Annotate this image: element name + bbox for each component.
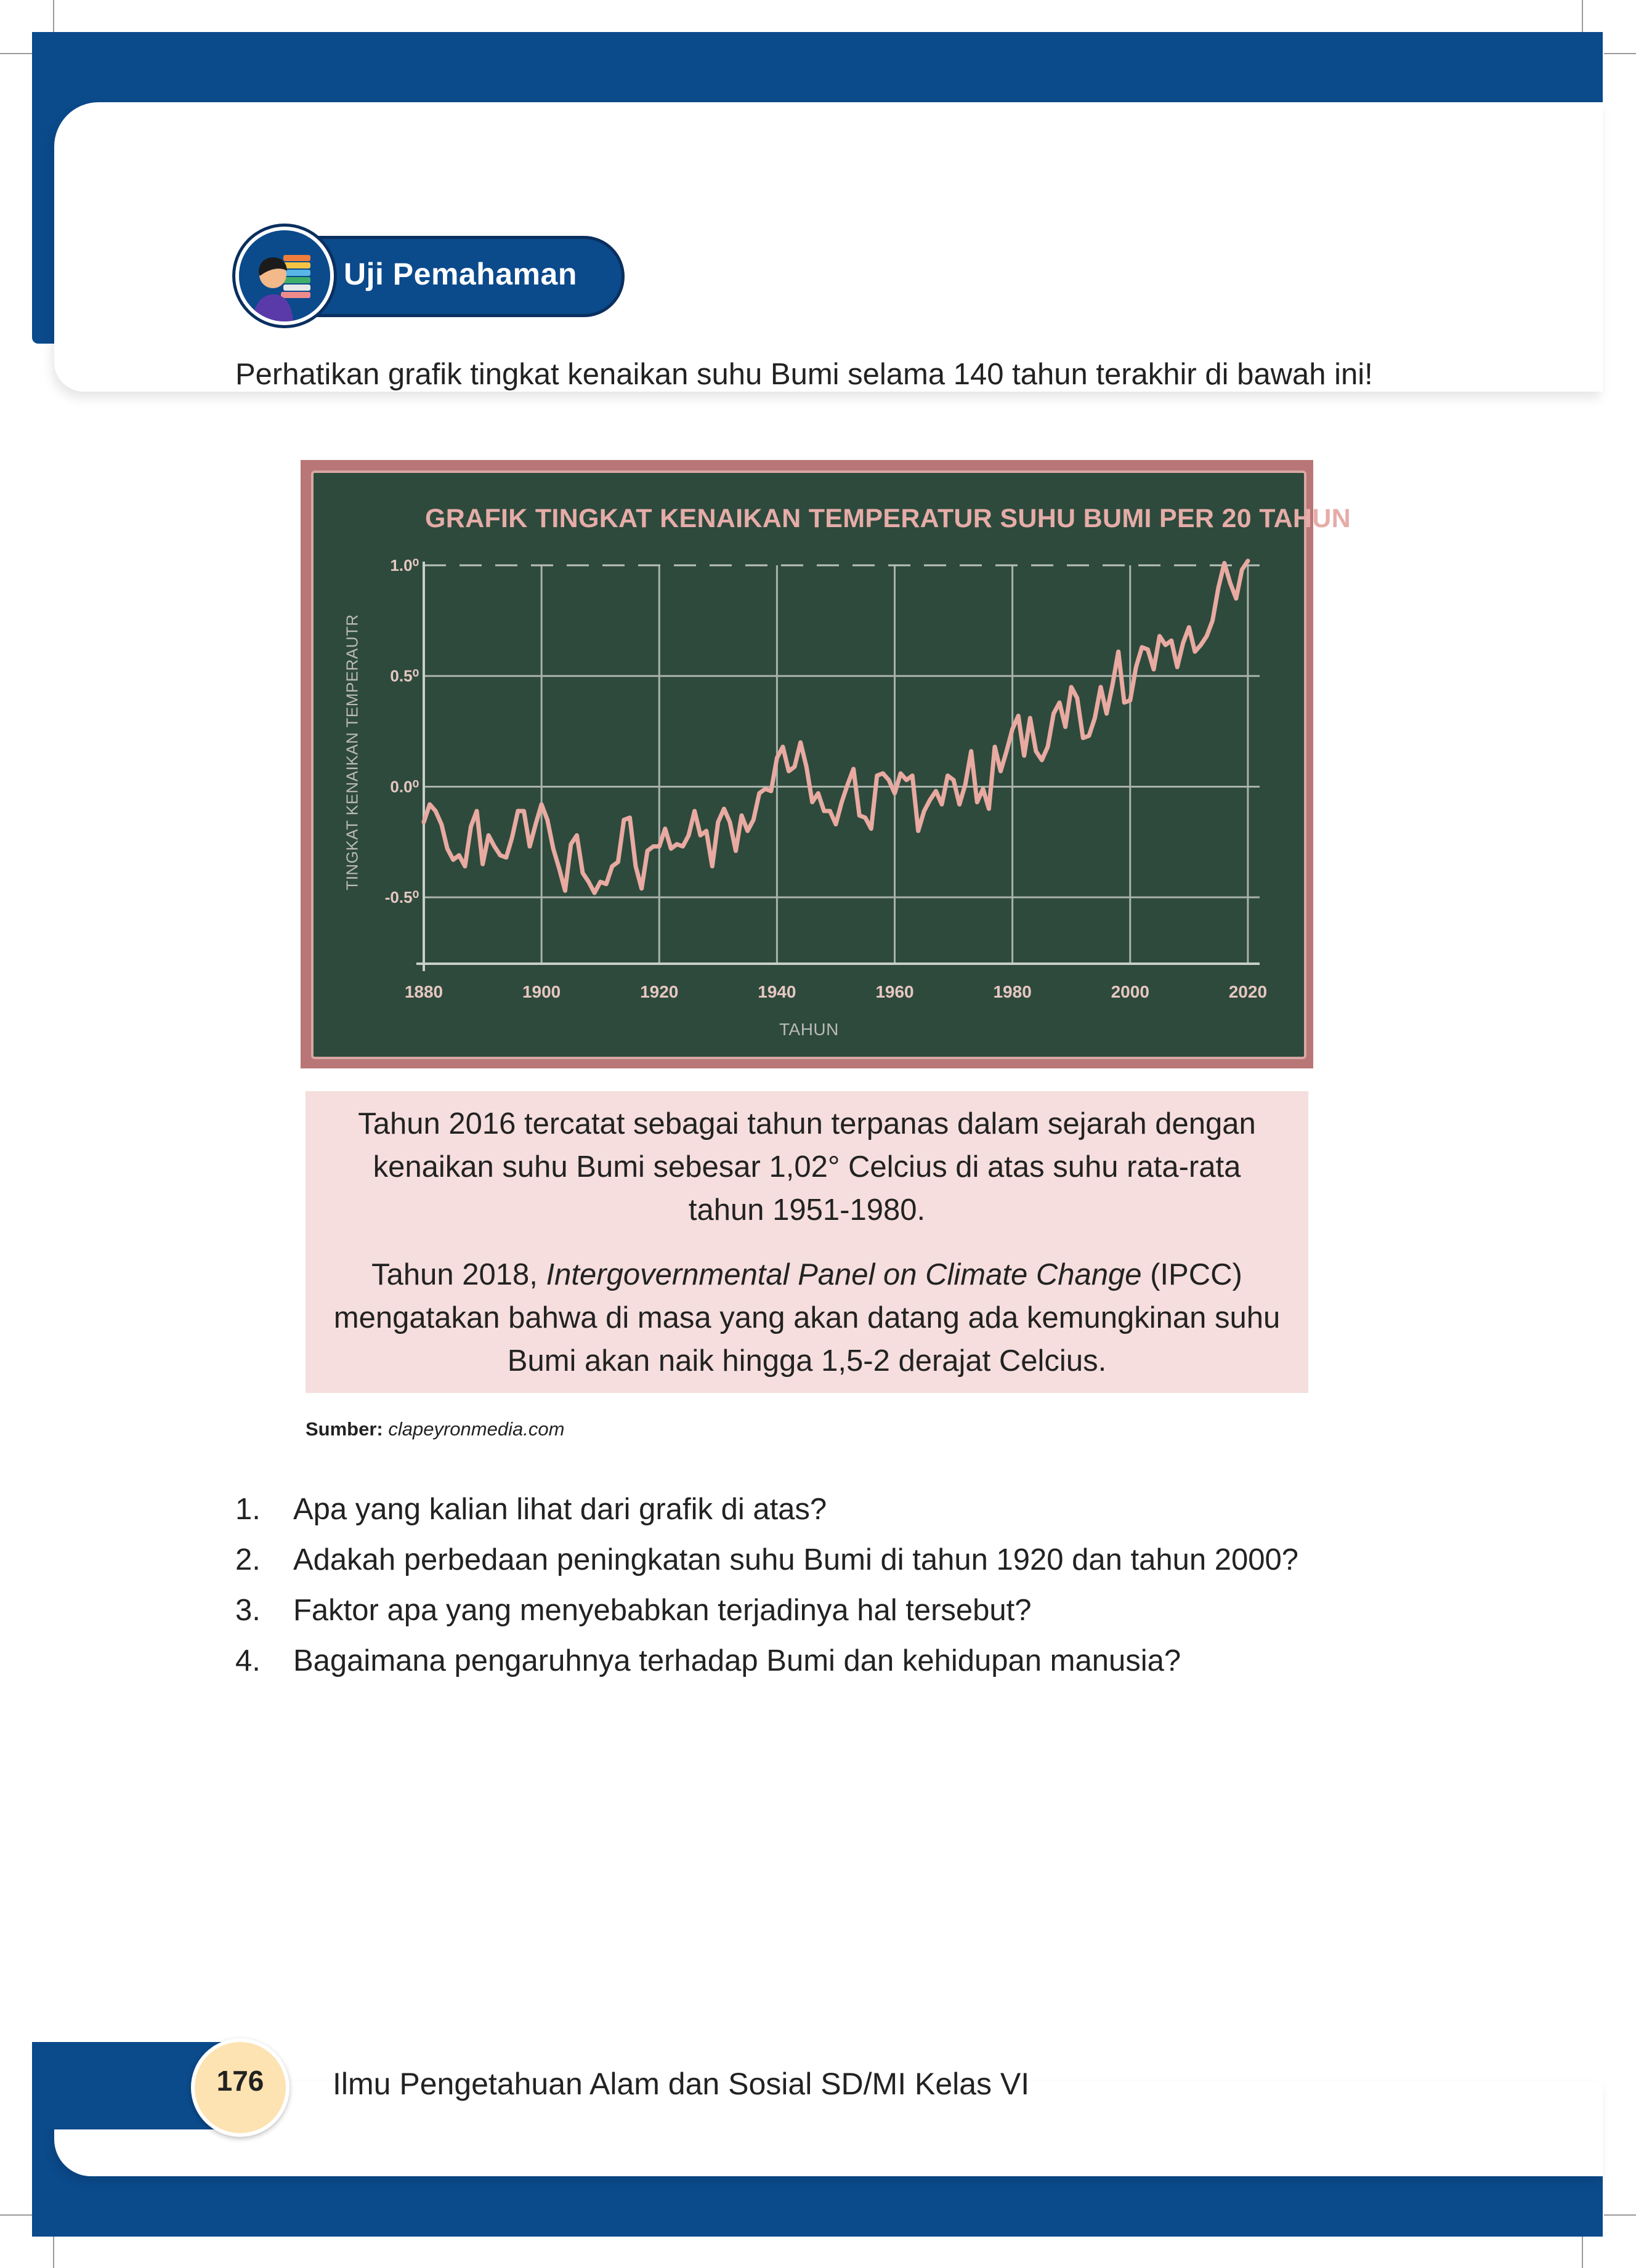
chart-title: GRAFIK TINGKAT KENAIKAN TEMPERATUR SUHU … (425, 504, 1351, 533)
info-p2-italic: Intergovernmental Panel on Climate Chang… (546, 1258, 1142, 1291)
crop-mark (0, 2214, 32, 2216)
student-books-icon (235, 227, 334, 325)
question-text: Faktor apa yang menyebabkan terjadinya h… (293, 1594, 1032, 1627)
crop-mark (1582, 2236, 1583, 2268)
x-tick-label: 1900 (522, 982, 561, 1001)
source-credit: Sumber: clapeyronmedia.com (306, 1418, 564, 1440)
book-title: Ilmu Pengetahuan Alam dan Sosial SD/MI K… (333, 2067, 1030, 2101)
chart-board (311, 470, 1306, 1059)
crop-mark (1582, 0, 1583, 32)
x-tick-label: 1980 (993, 982, 1031, 1001)
chart-xlabel: TAHUN (779, 1020, 839, 1039)
x-tick-label: 1920 (640, 982, 678, 1001)
info-p2-suffix: (IPCC) mengatakan bahwa di masa yang aka… (333, 1258, 1281, 1378)
y-tick-label: 0.5⁰ (390, 667, 419, 685)
x-tick-label: 1960 (875, 982, 913, 1001)
info-p2-prefix: Tahun 2018, (371, 1258, 546, 1291)
page-number: 176 (216, 2065, 264, 2097)
temperature-chart: 1880 1900 1920 1940 1960 1980 2000 2020 1.0⁰ 0.5⁰… (385, 556, 1267, 1001)
temperature-series-line (421, 559, 1250, 895)
question-number: 4. (235, 1644, 261, 1677)
crop-mark (1604, 53, 1636, 54)
section-badge (277, 236, 625, 317)
page-number-badge (191, 2038, 290, 2137)
question-number: 1. (235, 1493, 261, 1526)
intro-text: Perhatikan grafik tingkat kenaikan suhu … (235, 358, 1373, 391)
crop-mark (0, 53, 32, 54)
y-tick-label: 1.0⁰ (390, 556, 419, 575)
info-box (306, 1091, 1308, 1393)
question-text: Adakah perbedaan peningkatan suhu Bumi d… (293, 1543, 1298, 1576)
chart-ylabel: TINGKAT KENAIKAN TEMPERAUTR (342, 614, 362, 890)
question-text: Apa yang kalian lihat dari grafik di ata… (293, 1493, 827, 1526)
question-number: 3. (235, 1594, 261, 1627)
info-paragraph-2: Tahun 2018, Intergovernmental Panel on C… (306, 1253, 1308, 1382)
question-text: Bagaimana pengaruhnya terhadap Bumi dan … (293, 1644, 1181, 1677)
footer-card (54, 2081, 1603, 2176)
source-label: Sumber: (306, 1418, 383, 1440)
info-paragraph-1: Tahun 2016 tercatat sebagai tahun terpan… (358, 1107, 1256, 1227)
x-tick-label: 1940 (758, 982, 796, 1001)
source-value: clapeyronmedia.com (388, 1418, 565, 1440)
y-tick-label: 0.0⁰ (390, 777, 419, 796)
crop-mark (1604, 2214, 1636, 2216)
crop-mark (53, 0, 54, 32)
x-tick-label: 1880 (405, 982, 443, 1001)
y-tick-label: -0.5⁰ (385, 888, 419, 906)
badge-label: Uji Pemahaman (344, 257, 577, 291)
x-tick-label: 2020 (1229, 982, 1267, 1001)
question-number: 2. (235, 1543, 261, 1576)
crop-mark (53, 2236, 54, 2268)
x-tick-label: 2000 (1111, 982, 1149, 1001)
